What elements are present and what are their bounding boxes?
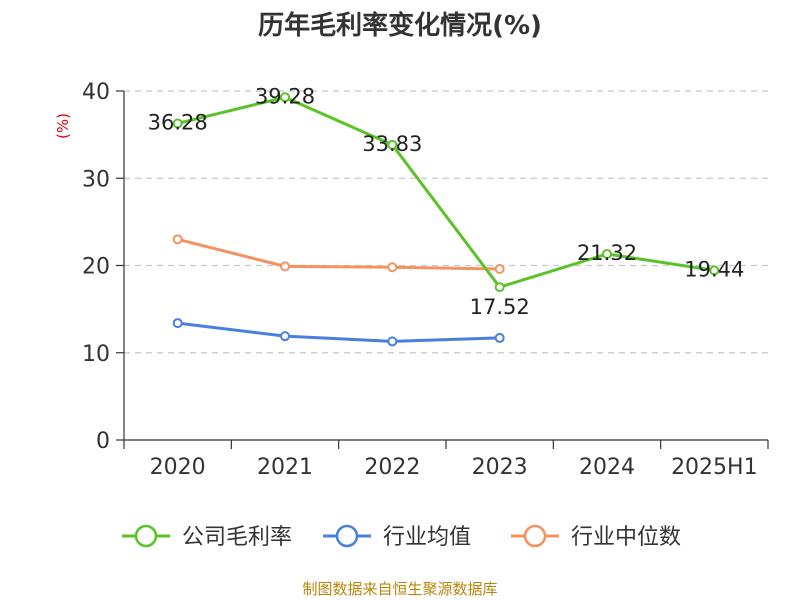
chart-title: 历年毛利率变化情况(%) bbox=[258, 10, 542, 41]
legend: 公司毛利率 行业均值 行业中位数 bbox=[122, 524, 681, 550]
series-line bbox=[176, 321, 502, 343]
data-point bbox=[387, 262, 398, 273]
x-tick-label: 2020 bbox=[150, 455, 206, 480]
data-point bbox=[602, 248, 612, 259]
data-point bbox=[494, 332, 505, 343]
x-tick-label: 2025H1 bbox=[671, 455, 758, 480]
data-point bbox=[172, 318, 183, 329]
y-axis-label: (%) bbox=[54, 113, 72, 139]
y-tick-label: 30 bbox=[82, 167, 110, 192]
y-tick-label: 40 bbox=[82, 80, 110, 105]
series-line bbox=[176, 237, 502, 271]
legend-marker bbox=[335, 524, 359, 548]
data-point bbox=[172, 234, 183, 245]
data-point bbox=[172, 118, 183, 129]
data-point bbox=[280, 92, 290, 103]
data-labels: 36.28 39.28 33.83 17.52 21.32 19.44 bbox=[148, 84, 745, 319]
data-point bbox=[494, 282, 505, 293]
data-point bbox=[387, 336, 398, 347]
y-tick-label: 20 bbox=[82, 255, 110, 280]
data-point bbox=[387, 139, 398, 150]
data-label: 36.28 bbox=[148, 110, 208, 134]
legend-label: 公司毛利率 bbox=[182, 525, 292, 550]
x-tick-label: 2022 bbox=[364, 455, 420, 480]
source-note: 制图数据来自恒生聚源数据库 bbox=[302, 580, 497, 598]
legend-marker bbox=[134, 524, 158, 548]
y-tick-label: 10 bbox=[82, 342, 110, 367]
data-point bbox=[280, 261, 290, 272]
data-point bbox=[280, 331, 290, 342]
y-tick-label: 0 bbox=[96, 429, 110, 454]
legend-label: 行业均值 bbox=[383, 525, 471, 550]
data-point bbox=[494, 263, 505, 274]
series-line bbox=[176, 95, 716, 289]
x-tick-label: 2023 bbox=[472, 455, 528, 480]
x-tick-label: 2024 bbox=[579, 455, 635, 480]
axes: 0 10 20 30 40 2020 2021 2022 2023 2024 2025H1 bbox=[82, 80, 769, 480]
series-lines bbox=[172, 92, 720, 347]
data-label: 19.44 bbox=[684, 257, 744, 281]
data-label: 21.32 bbox=[577, 241, 637, 265]
data-label: 33.83 bbox=[362, 132, 422, 156]
data-point bbox=[709, 265, 720, 276]
legend-marker bbox=[523, 524, 547, 548]
gridlines bbox=[124, 90, 768, 354]
x-tick-label: 2021 bbox=[257, 455, 313, 480]
data-label: 39.28 bbox=[255, 84, 315, 108]
data-label: 17.52 bbox=[470, 295, 530, 319]
legend-label: 行业中位数 bbox=[571, 525, 681, 550]
